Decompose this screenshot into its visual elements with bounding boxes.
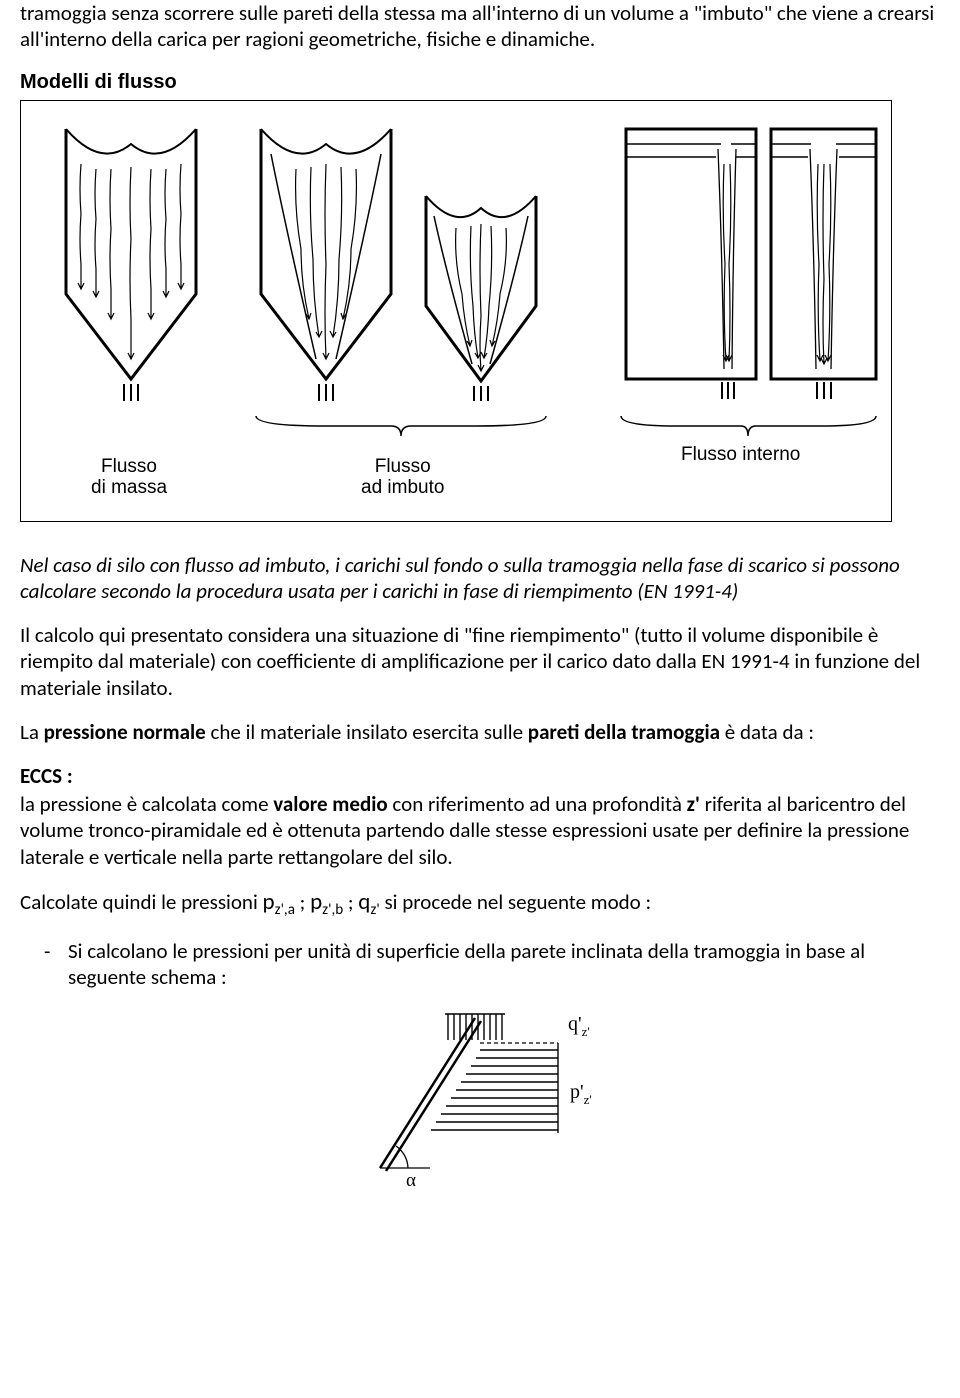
- txt: è data da :: [720, 719, 814, 745]
- silo-internal-flow-1: [616, 119, 766, 409]
- svg-text:q'z': q'z': [568, 1013, 590, 1039]
- var-p2: p: [310, 888, 322, 916]
- var-p1-sub: z',a: [275, 901, 295, 919]
- list-item-text: Si calcolano le pressioni per unità di s…: [68, 938, 865, 990]
- bold-pareti: pareti della tramoggia: [528, 719, 720, 745]
- txt: che il materiale insilato esercita sulle: [206, 719, 528, 745]
- schema-q-label: q': [568, 1013, 582, 1035]
- list: -Si calcolano le pressioni per unità di …: [20, 938, 940, 991]
- var-q: q: [358, 888, 370, 916]
- txt: La: [20, 719, 44, 745]
- sep: ;: [295, 889, 310, 915]
- schema-p-label: p': [570, 1081, 584, 1103]
- eccs-paragraph: la pressione è calcolata come valore med…: [20, 791, 940, 870]
- txt: con riferimento ad una profondità: [388, 791, 687, 817]
- silo-mass-flow: [56, 119, 206, 409]
- schema-alpha: α: [406, 1170, 416, 1188]
- italic-note: Nel caso di silo con flusso ad imbuto, i…: [20, 552, 940, 605]
- intro-paragraph: tramoggia senza scorrere sulle pareti de…: [20, 0, 940, 53]
- label-funnel-flow: Flusso ad imbuto: [361, 456, 444, 500]
- txt: la pressione è calcolata come: [20, 791, 273, 817]
- var-p1: p: [263, 888, 275, 916]
- list-item: -Si calcolano le pressioni per unità di …: [68, 938, 940, 991]
- svg-text:p'z': p'z': [570, 1081, 592, 1107]
- silo-funnel-flow-1: [251, 119, 401, 409]
- figure-title: Modelli di flusso: [20, 71, 940, 94]
- schema-q-sub: z': [582, 1024, 590, 1039]
- var-q-sub: z': [370, 901, 379, 919]
- silo-internal-flow-2: [766, 119, 881, 409]
- eccs-heading: ECCS :: [20, 763, 940, 789]
- txt: si procede nel seguente modo :: [380, 889, 651, 915]
- pressure-paragraph: La pressione normale che il materiale in…: [20, 719, 940, 745]
- bold-valore-medio: valore medio: [273, 791, 387, 817]
- pressure-schema: q'z' p'z' α: [330, 1008, 630, 1188]
- label-mass-flow: Flusso di massa: [91, 456, 167, 500]
- label-internal-flow: Flusso interno: [681, 444, 800, 466]
- calc-line: Calcolate quindi le pressioni pz',a ; pz…: [20, 888, 940, 920]
- txt: Calcolate quindi le pressioni: [20, 889, 263, 915]
- brace-funnel: [251, 411, 551, 441]
- dash: -: [44, 938, 68, 964]
- schema-p-sub: z': [584, 1092, 592, 1107]
- var-p2-sub: z',b: [322, 901, 343, 919]
- sep: ;: [343, 889, 358, 915]
- bold-pressione: pressione normale: [44, 719, 206, 745]
- brace-internal: [616, 411, 881, 441]
- flow-models-figure: Flusso di massa Flusso ad imbuto Flusso …: [20, 100, 892, 522]
- bold-z: z': [687, 791, 700, 817]
- calc-paragraph: Il calcolo qui presentato considera una …: [20, 622, 940, 701]
- silo-funnel-flow-2: [416, 186, 546, 411]
